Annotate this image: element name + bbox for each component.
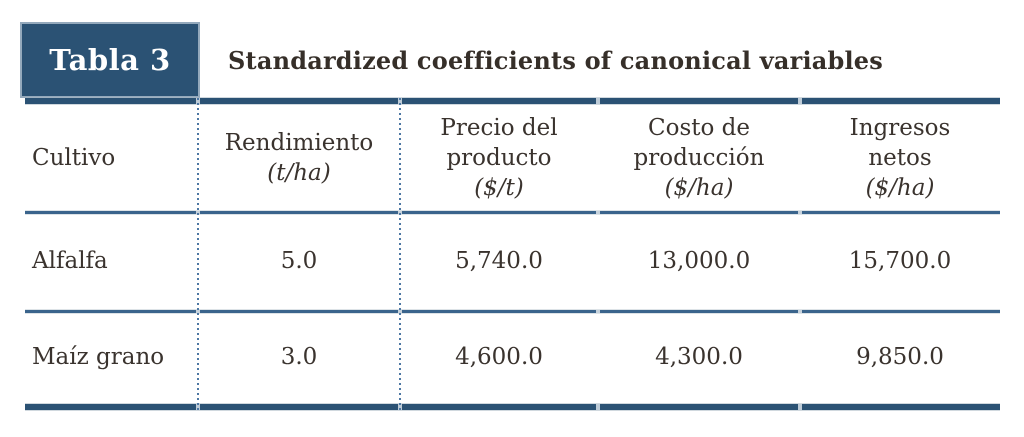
- cell-cultivo-row1: Alfalfa: [32, 247, 108, 274]
- column-header-ingresos: Ingresos netos ($/ha): [800, 104, 1000, 211]
- column-divider-dotted-2: [399, 98, 401, 411]
- table-bottom-rule: [25, 404, 1000, 410]
- cell-precio-row2: 4,600.0: [455, 344, 543, 370]
- header-line: Costo de: [648, 114, 750, 141]
- header-unit: (t/ha): [267, 159, 331, 186]
- header-line: producto: [446, 144, 552, 171]
- cell-ingresos-row2: 9,850.0: [856, 344, 944, 370]
- cell-rendimiento-row1: 5.0: [280, 247, 318, 274]
- column-header-costo: Costo de producción ($/ha): [598, 104, 800, 211]
- cell-rendimiento-row2: 3.0: [280, 344, 318, 370]
- column-header-precio: Precio del producto ($/t): [400, 104, 598, 211]
- cell-costo-row1: 13,000.0: [647, 247, 751, 274]
- cell-cultivo-row2: Maíz grano: [32, 344, 165, 370]
- row-divider-rule: [25, 310, 1000, 313]
- header-bottom-rule: [25, 211, 1000, 214]
- header-line: Precio del: [440, 114, 558, 141]
- header-unit: ($/ha): [865, 174, 935, 201]
- table-label: Tabla 3: [49, 43, 171, 77]
- column-header-cultivo: Cultivo: [25, 104, 198, 211]
- header-line: Ingresos: [849, 114, 951, 141]
- header-line: netos: [868, 144, 932, 171]
- table-top-rule: [25, 98, 1000, 104]
- table-grid: Cultivo Rendimiento (t/ha) Precio del pr…: [25, 104, 1000, 404]
- column-divider-dotted-1: [197, 98, 199, 411]
- header-unit: ($/ha): [664, 174, 734, 201]
- header-unit: ($/t): [474, 174, 524, 201]
- table-label-box: Tabla 3: [20, 22, 200, 98]
- header-line: Rendimiento: [224, 129, 374, 156]
- cell-costo-row2: 4,300.0: [655, 344, 743, 370]
- header-line: Cultivo: [32, 144, 116, 171]
- header-line: producción: [633, 144, 765, 171]
- cell-ingresos-row1: 15,700.0: [848, 247, 952, 274]
- table-title: Standardized coefficients of canonical v…: [228, 45, 883, 75]
- column-header-rendimiento: Rendimiento (t/ha): [198, 104, 400, 211]
- cell-precio-row1: 5,740.0: [455, 247, 543, 274]
